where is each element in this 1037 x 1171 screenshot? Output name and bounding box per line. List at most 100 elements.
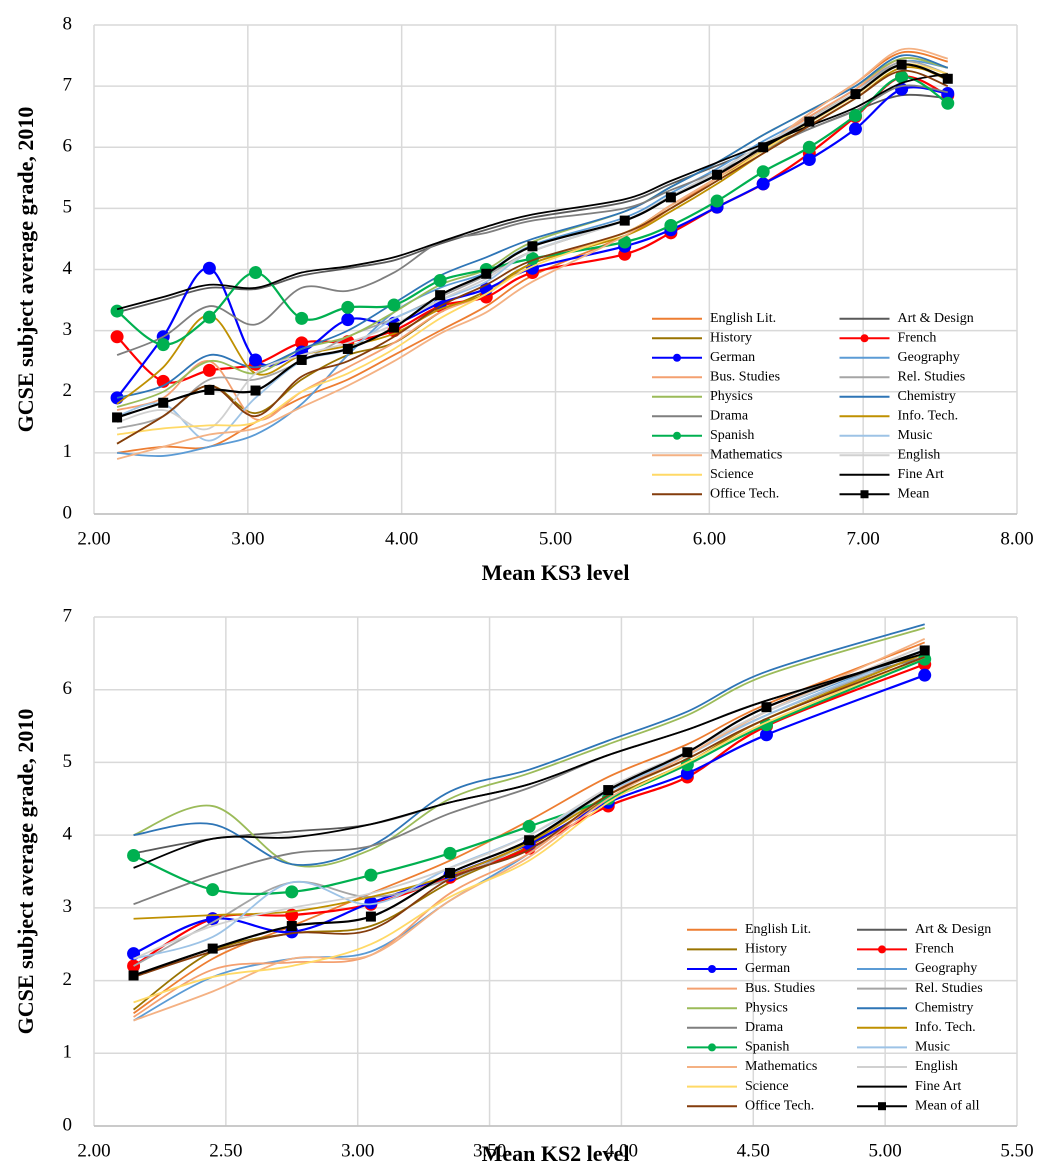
marker	[202, 310, 216, 324]
line-chart: 0 1 2 3 4 5 6 7 8 2.00 3.00 4.00 5.00 6.00 7.00 8.00 Mea…	[13, 13, 1034, 585]
y-tick-label: 3	[63, 319, 73, 340]
legend-label: German	[745, 961, 790, 976]
x-tick-label: 8.00	[1000, 528, 1033, 549]
marker	[664, 218, 678, 232]
legend-label: French	[915, 942, 954, 957]
legend-label: Physics	[745, 1000, 788, 1015]
marker	[158, 397, 169, 408]
x-tick-label: 3.50	[473, 1140, 506, 1161]
marker	[202, 363, 216, 377]
series-line	[133, 645, 926, 960]
legend-label: Spanish	[710, 428, 754, 443]
legend-marker	[673, 353, 681, 362]
legend-label: English	[898, 447, 941, 462]
legend-label: Music	[915, 1040, 950, 1055]
marker	[712, 169, 723, 180]
marker	[364, 896, 378, 910]
marker	[919, 645, 930, 656]
series-line	[133, 652, 925, 869]
series-line	[133, 656, 926, 978]
x-tick-label: 3.00	[231, 528, 264, 549]
marker	[941, 86, 955, 100]
x-tick-label: 2.00	[77, 528, 110, 549]
y-tick-label: 4	[63, 824, 73, 845]
marker	[387, 298, 401, 312]
legend-label: English	[915, 1059, 958, 1074]
legend-label: Art & Design	[898, 311, 974, 326]
marker	[443, 846, 457, 860]
marker	[618, 235, 632, 249]
y-tick-label: 1	[63, 441, 73, 462]
legend-label: Physics	[710, 389, 753, 404]
marker	[524, 835, 535, 846]
marker	[295, 311, 309, 325]
marker	[207, 943, 218, 954]
marker	[603, 785, 614, 796]
y-tick-label: 7	[63, 74, 73, 95]
legend-label: Info. Tech.	[915, 1020, 976, 1035]
marker	[918, 668, 932, 682]
marker	[249, 266, 263, 280]
legend-label: Science	[710, 467, 754, 482]
marker	[127, 849, 141, 863]
legend-label: Drama	[710, 408, 749, 423]
legend-label: Bus. Studies	[710, 369, 780, 384]
legend-label: Rel. Studies	[898, 369, 966, 384]
series-line	[133, 627, 925, 868]
y-axis-title: GCSE subject average grade, 2010	[13, 709, 38, 1035]
marker	[249, 353, 263, 367]
legend-label: Chemistry	[898, 389, 956, 404]
legend-label: Chemistry	[915, 1000, 973, 1015]
y-tick-label: 5	[63, 751, 73, 772]
legend-label: Fine Art	[898, 467, 944, 482]
y-axis-title: GCSE subject average grade, 2010	[13, 107, 38, 433]
x-axis-title: Mean KS2 level	[482, 1141, 630, 1166]
legend-marker	[708, 1043, 716, 1052]
legend-label: German	[710, 350, 755, 365]
marker	[481, 268, 492, 279]
marker	[522, 819, 536, 833]
legend-label: English Lit.	[710, 311, 776, 326]
x-axis-title: Mean KS3 level	[482, 560, 630, 585]
legend-label: Office Tech.	[710, 486, 779, 501]
series-line	[133, 658, 926, 896]
series-line	[133, 652, 926, 967]
legend-label: Spanish	[745, 1040, 789, 1055]
marker	[341, 313, 355, 327]
marker	[286, 921, 297, 932]
series-line	[133, 623, 925, 866]
y-tick-label: 6	[63, 136, 73, 157]
marker	[848, 108, 862, 122]
y-tick-label: 2	[63, 380, 73, 401]
series-line	[133, 674, 926, 955]
legend-marker	[878, 945, 886, 954]
marker	[285, 885, 299, 899]
x-tick-label: 7.00	[847, 528, 880, 549]
marker	[341, 300, 355, 314]
series-line	[133, 649, 926, 977]
legend-marker	[860, 334, 869, 343]
legend-label: Bus. Studies	[745, 981, 815, 996]
legend-label: Office Tech.	[745, 1098, 814, 1113]
marker	[756, 165, 770, 179]
legend-label: Mean	[898, 486, 930, 501]
x-tick-label: 5.00	[539, 528, 572, 549]
legend-marker	[860, 490, 869, 499]
legend-label: Geography	[915, 961, 977, 976]
y-tick-label: 6	[63, 678, 73, 699]
legend-label: Music	[898, 428, 933, 443]
legend-label: French	[898, 330, 937, 345]
marker	[848, 122, 862, 136]
x-tick-label: 2.50	[209, 1140, 242, 1161]
marker	[202, 261, 216, 275]
y-tick-label: 5	[63, 197, 73, 218]
marker	[156, 338, 170, 352]
marker	[802, 140, 816, 154]
marker	[942, 73, 953, 84]
marker	[804, 116, 815, 127]
marker	[850, 89, 861, 100]
series-line	[116, 47, 948, 460]
marker	[435, 290, 446, 301]
marker	[365, 911, 376, 922]
